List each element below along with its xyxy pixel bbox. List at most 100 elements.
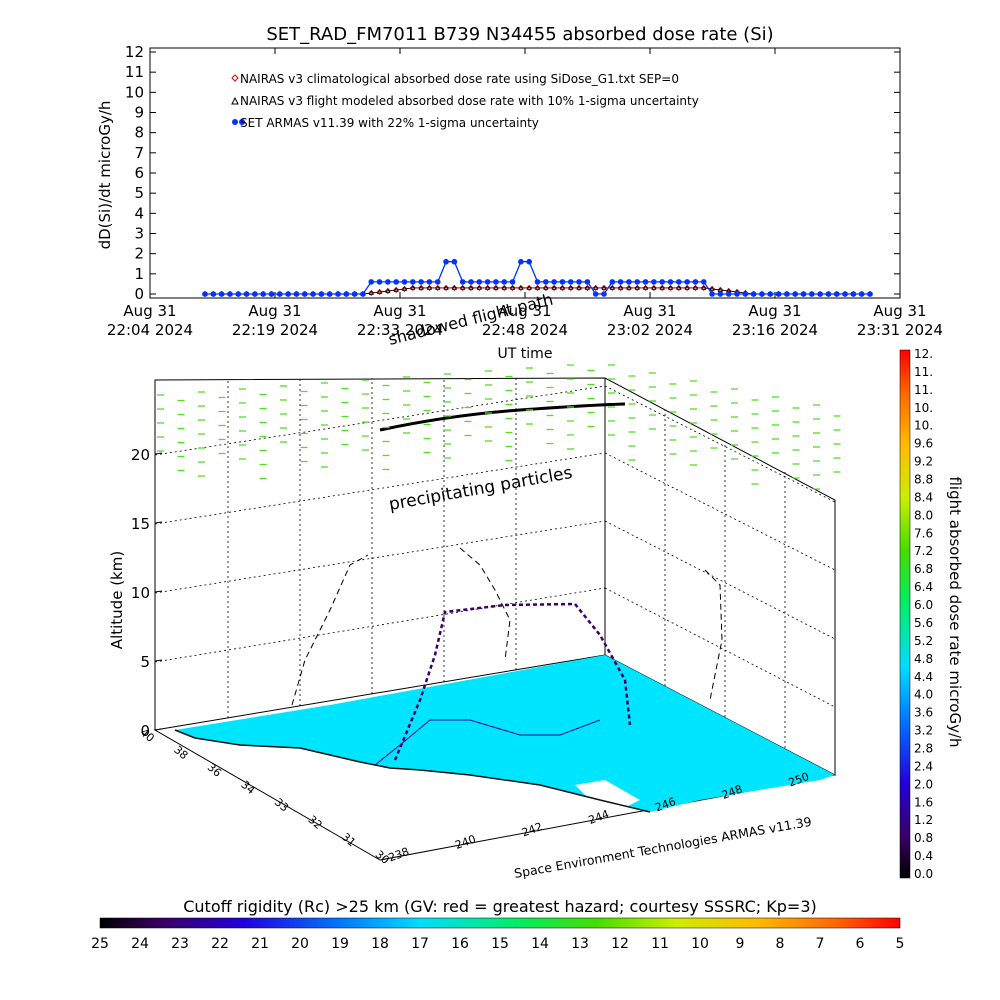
- dose-rate-tick-label: 0.0: [914, 867, 933, 881]
- land-patch: [575, 780, 640, 810]
- chart-title: SET_RAD_FM7011 B739 N34455 absorbed dose…: [266, 24, 773, 45]
- coastline: [174, 729, 651, 813]
- data-point: [443, 258, 449, 265]
- cutoff-rigidity-tick-label: 6: [856, 936, 865, 952]
- x-tick-label-date: Aug 31: [373, 302, 426, 320]
- data-point: [268, 291, 275, 297]
- wall-grid: [154, 378, 836, 748]
- y-tick-label: 1: [134, 265, 144, 283]
- data-point: [634, 285, 640, 290]
- dose-rate-tick-label: 11.: [914, 383, 933, 397]
- data-point: [592, 291, 599, 297]
- cutoff-rigidity-tick-label: 19: [331, 936, 349, 952]
- data-point: [218, 291, 225, 297]
- data-point: [451, 285, 457, 290]
- data-point: [700, 279, 707, 285]
- dose-rate-tick-label: 4.4: [914, 670, 933, 684]
- altitude-axis-label: Altitude (km): [108, 551, 126, 649]
- cutoff-rigidity-tick-label: 25: [91, 936, 109, 952]
- dose-rate-tick-label: 10.: [914, 419, 933, 433]
- data-point: [692, 279, 699, 285]
- data-point: [484, 279, 491, 285]
- data-point: [676, 285, 682, 290]
- data-point: [518, 258, 524, 265]
- data-point: [618, 285, 624, 290]
- data-point: [318, 291, 325, 297]
- altitude-tick-label: 15: [131, 515, 150, 533]
- cutoff-rigidity-tick-label: 17: [411, 936, 429, 952]
- dose-rate-tick-label: 1.6: [914, 795, 933, 809]
- data-point: [867, 291, 873, 297]
- x-axis-label: UT time: [498, 346, 553, 362]
- series-layer: [201, 258, 874, 298]
- y-tick-label: 4: [134, 204, 144, 222]
- data-point: [210, 291, 217, 297]
- data-point: [709, 286, 715, 291]
- dashed-projection-right: [704, 569, 723, 701]
- data-point: [468, 285, 474, 290]
- data-point: [701, 285, 707, 290]
- data-point: [501, 285, 507, 290]
- ground-track: [374, 719, 601, 766]
- data-point: [825, 291, 832, 297]
- dashed-projection-left: [291, 554, 369, 706]
- data-point: [285, 291, 291, 297]
- latitude-tick-label: 33: [272, 796, 291, 815]
- dose-rate-tick-label: 8.0: [914, 508, 933, 522]
- data-point: [343, 291, 350, 297]
- data-point: [709, 291, 715, 297]
- y-tick-label: 6: [134, 164, 144, 182]
- altitude-tick-label: 0: [140, 722, 150, 740]
- dose-rate-tick-label: 9.6: [914, 437, 933, 451]
- data-point: [601, 285, 607, 290]
- data-point: [418, 279, 424, 285]
- latitude-tick-label: 31: [339, 830, 358, 849]
- data-point: [401, 279, 408, 285]
- data-point: [784, 291, 790, 297]
- data-point: [659, 285, 665, 290]
- altitude-tick-label: 10: [131, 584, 150, 602]
- data-point: [360, 291, 366, 297]
- y-tick-label: 11: [125, 63, 144, 81]
- legend-diamond-marker: [231, 74, 239, 82]
- data-point: [800, 291, 807, 297]
- data-point: [634, 279, 641, 285]
- y-tick-label: 3: [134, 225, 144, 243]
- data-point: [476, 279, 483, 285]
- x-tick-label-time: 23:16 2024: [732, 321, 818, 339]
- data-point: [393, 287, 399, 292]
- cutoff-rigidity-tick-label: 7: [816, 936, 825, 952]
- shadowed-flight-path: [379, 402, 626, 432]
- data-point: [410, 279, 416, 285]
- y-axis-label: dD(Si)/dt microGy/h: [96, 101, 114, 250]
- data-point: [717, 291, 724, 297]
- data-point: [759, 291, 765, 297]
- x-tick-label-date: Aug 31: [498, 302, 551, 320]
- y-tick-label: 0: [134, 285, 144, 303]
- data-point: [692, 285, 699, 290]
- altitude-tick-mark: [154, 728, 163, 731]
- cutoff-rigidity-tick-label: 12: [611, 936, 629, 952]
- data-point: [626, 279, 632, 285]
- y-tick-label: 9: [134, 104, 144, 122]
- x-tick-label-date: Aug 31: [748, 302, 801, 320]
- data-point: [850, 291, 857, 297]
- series-dot: [202, 258, 873, 297]
- legend-dot-marker: [239, 119, 245, 125]
- data-point: [534, 285, 541, 290]
- data-point: [684, 285, 690, 290]
- data-point: [833, 291, 840, 297]
- cutoff-rigidity-tick-label: 10: [691, 936, 709, 952]
- latitude-tick-label: 38: [171, 743, 190, 762]
- latitude-tick-label: 36: [205, 761, 224, 780]
- data-point: [593, 285, 599, 290]
- data-point: [368, 279, 375, 285]
- data-point: [642, 285, 649, 290]
- data-point: [376, 279, 383, 285]
- data-point: [493, 279, 499, 285]
- y-tick-label: 7: [134, 144, 144, 162]
- data-point: [459, 279, 466, 285]
- dose-rate-tick-label: 9.2: [914, 455, 933, 469]
